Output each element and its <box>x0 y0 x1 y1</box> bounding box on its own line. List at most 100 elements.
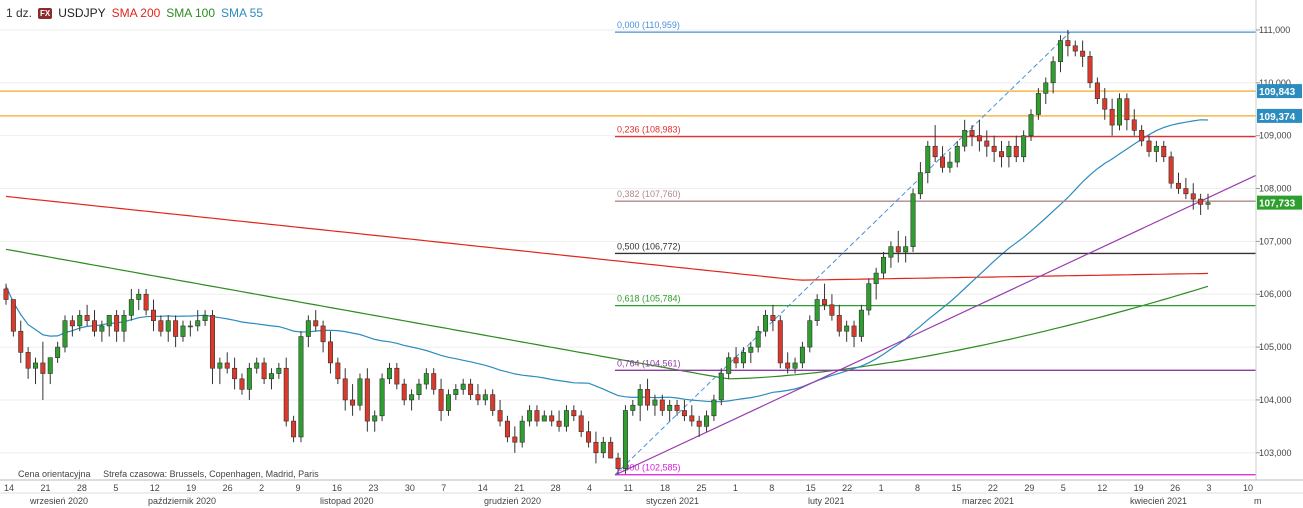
candle-body <box>534 410 540 422</box>
x-day-label: 12 <box>1097 483 1107 493</box>
candle-body <box>1013 145 1019 158</box>
candle-body <box>305 320 311 337</box>
candle-body <box>763 315 769 332</box>
candle-body <box>888 246 894 258</box>
candle-body <box>379 378 385 417</box>
candle-body <box>866 283 872 311</box>
candle-body <box>445 394 451 411</box>
candle-body <box>1109 108 1115 126</box>
candle-body <box>844 325 850 332</box>
chart-grid <box>0 29 1256 454</box>
candle-body <box>792 362 798 369</box>
candle-body <box>261 362 267 380</box>
x-day-label: 7 <box>441 483 446 493</box>
x-day-label: 28 <box>77 483 87 493</box>
candle-body <box>106 315 112 327</box>
sma100-legend[interactable]: SMA 100 <box>166 6 215 20</box>
candle-body <box>807 320 813 348</box>
x-day-label: 26 <box>1170 483 1180 493</box>
x-day-label: 23 <box>368 483 378 493</box>
candle-body <box>416 383 422 395</box>
candle-body <box>1176 182 1182 189</box>
candle-body <box>453 389 459 395</box>
candle-body <box>1072 45 1078 52</box>
candle-body <box>1117 98 1123 126</box>
fib-swing-line <box>614 31 1071 476</box>
candle-body <box>283 367 289 422</box>
candle-body <box>84 315 90 321</box>
candle-body <box>32 362 38 369</box>
x-month-label: marzec 2021 <box>962 496 1014 506</box>
candle-body <box>497 410 503 422</box>
candle-body <box>881 256 887 274</box>
x-day-label: 21 <box>514 483 524 493</box>
candle-body <box>246 367 252 390</box>
x-day-label: 30 <box>405 483 415 493</box>
candle-body <box>128 299 134 316</box>
x-day-label: 3 <box>1207 483 1212 493</box>
candle-body <box>91 320 97 332</box>
candle-body <box>1153 145 1159 152</box>
candle-body <box>748 346 754 353</box>
candle-body <box>3 288 9 300</box>
x-month-label: luty 2021 <box>808 496 845 506</box>
x-day-label: 5 <box>1061 483 1066 493</box>
candle-body <box>25 352 31 369</box>
x-day-label: 1 <box>879 483 884 493</box>
candle-body <box>431 373 437 390</box>
candle-body <box>1168 156 1174 184</box>
sma200-legend[interactable]: SMA 200 <box>111 6 161 20</box>
candle-series <box>3 29 1211 474</box>
chart-header: 1 dz. FX USDJPY SMA 200 SMA 100 SMA 55 <box>6 5 263 21</box>
sma55-legend[interactable]: SMA 55 <box>221 6 264 20</box>
candle-body <box>232 367 238 380</box>
y-tick-label: 105,000 <box>1259 342 1292 352</box>
candle-body <box>77 315 83 327</box>
candle-body <box>1161 145 1167 158</box>
candle-body <box>512 436 518 443</box>
candle-body <box>1028 114 1034 136</box>
candle-body <box>733 357 739 364</box>
candle-body <box>1094 82 1100 99</box>
x-day-label: 22 <box>988 483 998 493</box>
candle-body <box>622 410 628 469</box>
fib-label: 0,000 (110,959) <box>617 20 680 30</box>
x-day-label: 28 <box>551 483 561 493</box>
price-badge-label: 107,733 <box>1259 199 1296 210</box>
candle-body <box>475 394 481 401</box>
candle-body <box>1021 135 1027 158</box>
fib-label: 1,000 (102,585) <box>617 463 681 473</box>
candle-body <box>394 367 400 385</box>
candle-body <box>1065 40 1071 47</box>
candle-body <box>814 299 820 321</box>
x-day-label: 1 <box>733 483 738 493</box>
x-day-label: 14 <box>4 483 14 493</box>
sma200-line <box>5 195 1209 281</box>
candle-body <box>777 320 783 364</box>
y-tick-label: 109,000 <box>1259 131 1292 141</box>
candle-body <box>652 399 658 406</box>
x-day-label: 15 <box>951 483 961 493</box>
x-day-label: 11 <box>624 483 633 493</box>
x-month-label: listopad 2020 <box>320 496 374 506</box>
fx-icon: FX <box>38 7 53 19</box>
x-day-label: 8 <box>769 483 774 493</box>
candle-body <box>313 320 319 327</box>
candle-body <box>468 383 474 395</box>
candle-body <box>1043 82 1049 94</box>
candle-body <box>121 315 127 332</box>
candle-body <box>726 357 732 374</box>
sma55-line <box>5 119 1209 403</box>
candle-body <box>608 441 614 459</box>
x-day-label: 16 <box>332 483 342 493</box>
timeframe-label[interactable]: 1 dz. <box>6 6 33 20</box>
candle-body <box>704 415 710 427</box>
x-month-label: grudzień 2020 <box>484 496 541 506</box>
candle-body <box>187 325 193 328</box>
candle-body <box>976 135 982 142</box>
candle-body <box>209 315 215 369</box>
candle-body <box>438 389 444 411</box>
symbol-label[interactable]: USDJPY <box>58 6 106 20</box>
